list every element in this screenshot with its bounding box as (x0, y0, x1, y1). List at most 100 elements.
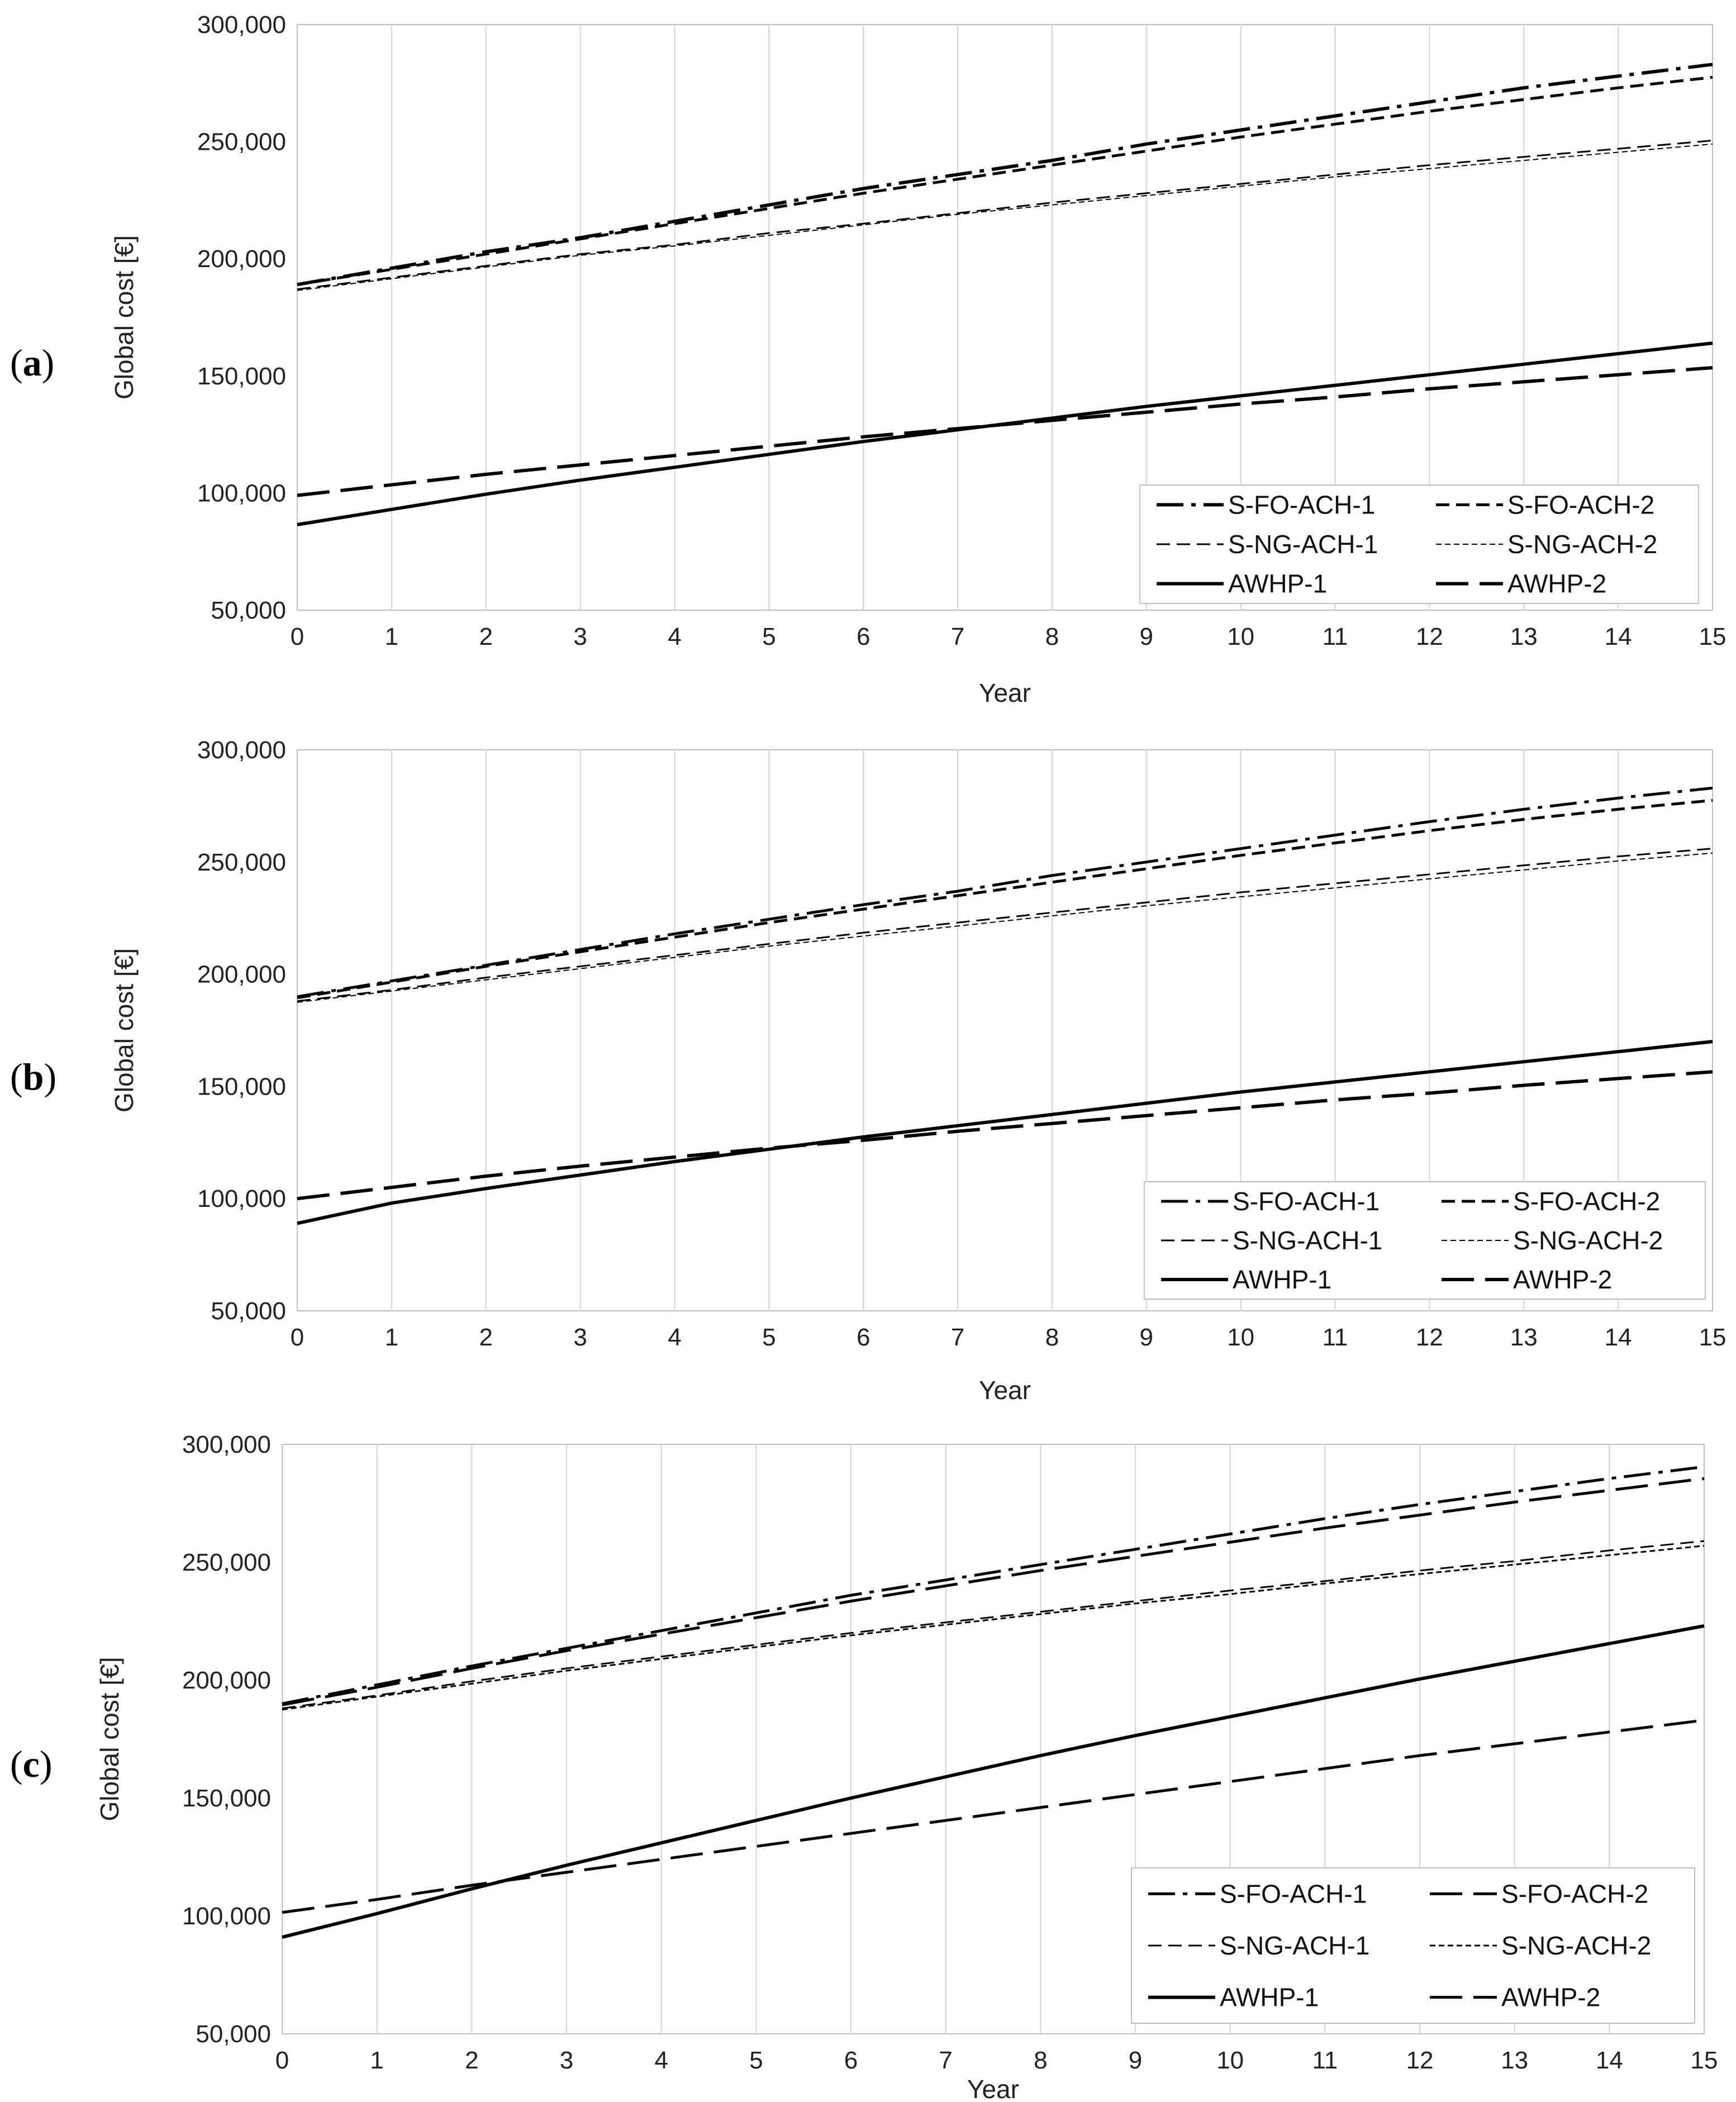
y-tick-label: 200,000 (197, 961, 286, 988)
x-tick-label: 2 (479, 623, 492, 650)
x-tick-label: 11 (1323, 623, 1348, 650)
y-axis-title: Global cost [€] (110, 948, 139, 1112)
y-tick-label: 50,000 (211, 1297, 286, 1325)
series-line-s-ng-ach-2 (297, 143, 1713, 291)
x-tick-label: 8 (1034, 2047, 1047, 2074)
panel-label: (a) (10, 341, 54, 384)
legend: S-FO-ACH-1 S-FO-ACH-2 S-NG-ACH-1 S-NG-ACH-2… (1144, 1181, 1706, 1300)
legend-box (1144, 1181, 1706, 1300)
series-line-s-fo-ach-2 (282, 1477, 1705, 1706)
panel-label-open: ( (10, 341, 23, 384)
series-line-s-ng-ach-2 (282, 1545, 1705, 1711)
x-tick-label: 9 (1129, 2047, 1142, 2074)
x-tick-label: 4 (668, 1324, 681, 1351)
x-axis-title: Year (967, 2075, 1019, 2102)
legend-label-awhp-1: AWHP-1 (1228, 569, 1327, 598)
y-tick-label: 200,000 (182, 1667, 271, 1694)
y-tick-label: 100,000 (197, 479, 286, 507)
x-tick-label: 12 (1416, 1324, 1443, 1351)
y-tick-label: 150,000 (197, 1073, 286, 1100)
x-tick-label: 0 (291, 623, 304, 650)
legend-box (1139, 484, 1699, 604)
y-tick-label: 100,000 (182, 1903, 271, 1930)
panel-label: (b) (10, 1055, 56, 1098)
panel-label-close: ) (44, 1055, 56, 1098)
legend-label-s-ng-ach-2: S-NG-ACH-2 (1513, 1226, 1663, 1255)
x-tick-label: 7 (951, 1324, 964, 1351)
y-tick-label: 250,000 (197, 129, 286, 156)
x-tick-label: 5 (762, 623, 776, 650)
chart-panel-b: 0 1 2 3 4 5 6 7 8 9 10 11 12 13 14 1550,000100,000150,0… (10, 736, 1726, 1405)
panel-label-close: ) (42, 341, 55, 384)
x-tick-label: 13 (1510, 623, 1538, 650)
x-tick-label: 11 (1323, 1324, 1348, 1351)
series-line-s-ng-ach-1 (282, 1540, 1705, 1710)
x-tick-label: 1 (385, 623, 398, 650)
legend-label-awhp-2: AWHP-2 (1501, 1983, 1600, 2012)
y-axis-title: Global cost [€] (95, 1657, 124, 1821)
series-line-s-fo-ach-1 (297, 63, 1713, 287)
x-tick-label: 2 (479, 1324, 492, 1351)
x-tick-label: 2 (465, 2047, 478, 2074)
chart-panel-c: 0 1 2 3 4 5 6 7 8 9 10 11 12 13 14 1550,000100,000150,0… (10, 1431, 1718, 2102)
x-tick-label: 6 (844, 2047, 858, 2074)
series-line-awhp-2 (297, 1070, 1713, 1201)
legend-label-awhp-1: AWHP-1 (1220, 1983, 1319, 2012)
x-tick-label: 13 (1501, 2047, 1528, 2074)
x-tick-label: 6 (857, 1324, 870, 1351)
panel-label-letter: b (23, 1055, 44, 1098)
x-tick-label: 3 (560, 2047, 573, 2074)
panel-label: (c) (10, 1743, 53, 1785)
x-tick-label: 12 (1406, 2047, 1434, 2074)
y-tick-label: 50,000 (196, 2020, 271, 2048)
y-tick-label: 300,000 (182, 1431, 271, 1458)
panel-label-open: ( (10, 1743, 23, 1785)
legend-label-awhp-2: AWHP-2 (1507, 569, 1606, 598)
y-tick-label: 250,000 (182, 1549, 271, 1576)
panel-label-close: ) (40, 1743, 53, 1785)
x-tick-label: 6 (857, 623, 870, 650)
x-tick-label: 11 (1312, 2047, 1338, 2074)
x-tick-label: 8 (1045, 1324, 1059, 1351)
legend-label-s-ng-ach-1: S-NG-ACH-1 (1233, 1226, 1382, 1255)
x-tick-label: 10 (1216, 2047, 1244, 2074)
x-tick-label: 10 (1227, 623, 1254, 650)
legend-label-s-fo-ach-2: S-FO-ACH-2 (1513, 1187, 1660, 1216)
y-axis-title: Global cost [€] (110, 235, 139, 400)
y-tick-label: 200,000 (197, 245, 286, 273)
x-tick-label: 14 (1605, 1324, 1632, 1351)
x-tick-label: 10 (1227, 1324, 1254, 1351)
x-tick-label: 14 (1605, 623, 1632, 650)
legend-label-s-fo-ach-1: S-FO-ACH-1 (1233, 1187, 1380, 1216)
x-tick-label: 15 (1699, 1324, 1727, 1351)
x-tick-label: 1 (370, 2047, 383, 2074)
panel-label-open: ( (10, 1055, 23, 1098)
series-line-s-fo-ach-1 (297, 786, 1713, 998)
x-tick-label: 4 (668, 623, 681, 650)
x-tick-label: 15 (1699, 623, 1727, 650)
x-tick-label: 3 (573, 1324, 587, 1351)
chart-panel-a: 0 1 2 3 4 5 6 7 8 9 10 11 12 13 14 1550,000100,000150,0… (10, 11, 1726, 707)
y-tick-label: 300,000 (197, 736, 286, 764)
panel-label-letter: c (23, 1743, 40, 1785)
y-tick-label: 150,000 (197, 363, 286, 390)
legend: S-FO-ACH-1 S-FO-ACH-2 S-NG-ACH-1 S-NG-ACH-2… (1131, 1867, 1695, 2024)
x-tick-label: 7 (951, 623, 964, 650)
plot-area (297, 749, 1713, 1311)
legend: S-FO-ACH-1 S-FO-ACH-2 S-NG-ACH-1 S-NG-ACH-2… (1139, 484, 1699, 604)
plot-area (297, 24, 1713, 611)
x-tick-label: 14 (1596, 2047, 1623, 2074)
legend-label-s-ng-ach-2: S-NG-ACH-2 (1501, 1931, 1651, 1960)
x-tick-label: 3 (573, 623, 587, 650)
series-line-awhp-1 (297, 1040, 1713, 1225)
legend-label-s-fo-ach-1: S-FO-ACH-1 (1228, 490, 1375, 519)
x-tick-label: 0 (275, 2047, 289, 2074)
x-tick-label: 8 (1045, 623, 1059, 650)
x-tick-label: 0 (291, 1324, 304, 1351)
x-tick-label: 13 (1510, 1324, 1538, 1351)
panel-label-letter: a (23, 341, 42, 384)
legend-label-awhp-1: AWHP-1 (1233, 1265, 1331, 1294)
legend-label-s-ng-ach-2: S-NG-ACH-2 (1507, 530, 1657, 559)
legend-label-awhp-2: AWHP-2 (1513, 1265, 1612, 1294)
